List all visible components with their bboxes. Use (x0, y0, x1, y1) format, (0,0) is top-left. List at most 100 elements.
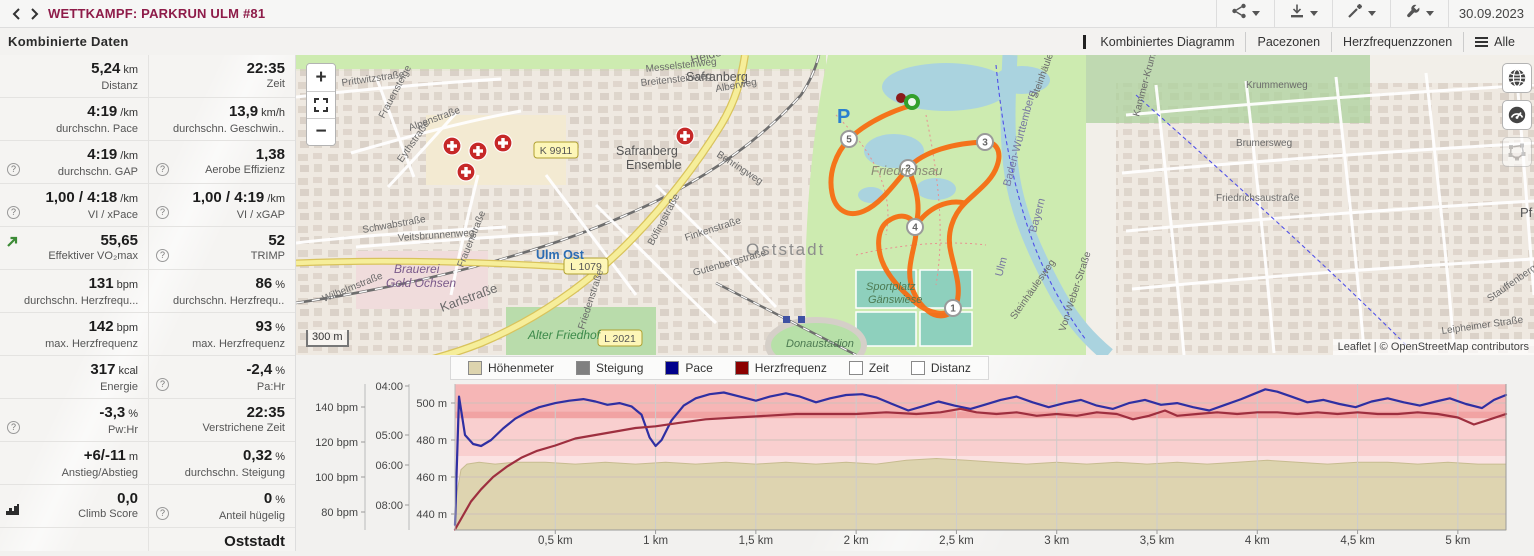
legend-label: Steigung (596, 361, 644, 375)
tools-button[interactable] (1331, 0, 1390, 27)
svg-text:1: 1 (950, 304, 956, 315)
tab-label: Kombiniertes Diagramm (1100, 34, 1235, 49)
speed-overlay-button[interactable] (1502, 100, 1532, 130)
tab-alle[interactable]: Alle (1463, 31, 1526, 52)
legend-item-höhenmeter[interactable]: Höhenmeter (457, 361, 565, 375)
svg-text:5: 5 (846, 135, 852, 146)
chevron-down-icon (1367, 11, 1376, 16)
legend-item-pace[interactable]: Pace (654, 361, 723, 375)
km-marker-1[interactable]: 1 (944, 299, 962, 317)
tab-pacezonen[interactable]: Pacezonen (1245, 31, 1331, 52)
help-icon[interactable] (156, 249, 169, 262)
legend-label: Herzfrequenz (754, 361, 827, 375)
download-icon (1289, 3, 1305, 24)
help-icon[interactable] (7, 421, 20, 434)
help-icon[interactable] (7, 163, 20, 176)
svg-text:L 2021: L 2021 (604, 333, 636, 345)
stats-sidebar: 5,24 km Distanz 22:35 Zeit 4:19/km durchschn. … (0, 55, 296, 551)
legend-item-steigung[interactable]: Steigung (565, 361, 654, 375)
series-herzfrequenz (453, 407, 1508, 531)
stat-label: durchschn. GAP (57, 166, 138, 178)
km-marker-3[interactable]: 3 (976, 133, 994, 151)
stat-vi-xgap: 1,00 / 4:19/km VI / xGAP (148, 184, 295, 227)
settings-button[interactable] (1389, 0, 1448, 27)
legend-item-distanz[interactable]: Distanz (900, 361, 982, 375)
map-scale: 300 m (306, 330, 349, 347)
legend-label: Distanz (930, 361, 971, 375)
distance-tick-label: 4,5 km (1340, 535, 1375, 547)
prev-activity-button[interactable] (8, 5, 24, 23)
globe-button[interactable] (1502, 63, 1532, 93)
route-km-markers: 1 2 3 4 5 (840, 130, 994, 317)
district-label: Oststadt (746, 240, 825, 259)
stat-value: 0,0 (117, 490, 138, 507)
stat-label: Anteil hügelig (218, 510, 285, 522)
toolbar: 30.09.2023 (1215, 0, 1534, 27)
hr-zone-band (455, 418, 1506, 456)
combined-chart: 140 bpm 120 bpm 100 bpm 80 bpm 04:00 05:00 06:… (315, 381, 1508, 547)
help-icon[interactable] (156, 163, 169, 176)
series-pace (453, 388, 1508, 527)
legend-item-herzfrequenz[interactable]: Herzfrequenz (724, 361, 838, 375)
fullscreen-button[interactable] (307, 91, 335, 118)
zoom-in-button[interactable]: + (307, 64, 335, 91)
stat-label: Pw:Hr (108, 424, 138, 436)
sub-bar: Kombinierte Daten Kombiniertes Diagramm P… (0, 28, 1534, 55)
stat-label: Aerobe Effizienz (205, 164, 285, 176)
svg-text:Donaustadion: Donaustadion (786, 338, 854, 350)
polygon-icon (1508, 143, 1526, 161)
help-icon[interactable] (156, 378, 169, 391)
stat-label: Zeit (266, 78, 285, 90)
stat-durchschn-steigung: 0,32% durchschn. Steigung (148, 442, 295, 485)
share-button[interactable] (1215, 0, 1274, 27)
stat-label: Anstieg/Abstieg (61, 467, 138, 479)
stat-value: 52 (268, 232, 285, 249)
fullscreen-icon (314, 98, 328, 112)
tab-herzfrequenzzonen[interactable]: Herzfrequenzzonen (1331, 31, 1463, 52)
help-icon[interactable] (156, 206, 169, 219)
map-canvas: 1 2 3 4 5 K 9911 L 1079 L 2021 Oststadt Ulm … (296, 55, 1534, 355)
chart-legend-row: Höhenmeter Steigung Pace Herzfrequenz Zeit Di… (450, 355, 1534, 381)
map-attribution[interactable]: Leaflet | © OpenStreetMap contributors (1332, 339, 1534, 355)
svg-text:K 9911: K 9911 (540, 145, 573, 157)
legend-swatch (576, 361, 591, 375)
zoom-out-button[interactable]: − (307, 118, 335, 145)
route-map[interactable]: 1 2 3 4 5 K 9911 L 1079 L 2021 Oststadt Ulm … (296, 55, 1534, 355)
finish-marker[interactable] (896, 93, 906, 103)
edit-route-button[interactable] (1502, 137, 1532, 167)
hr-zone-band (455, 411, 1506, 419)
distance-tick-label: 1,5 km (739, 535, 774, 547)
stat-durchschn-herzfrequ-: 86% durchschn. Herzfrequ... (148, 270, 295, 313)
stat-effektiver-vo-max: 55,65 Effektiver VO₂max (0, 227, 148, 270)
svg-text:3: 3 (982, 138, 988, 149)
map-urban-east (1116, 83, 1534, 355)
start-marker[interactable] (904, 94, 920, 110)
elevation-area (454, 457, 1507, 531)
stat-value: 1,38 (255, 146, 285, 163)
tab-kombiniertes-diagramm[interactable]: Kombiniertes Diagramm (1072, 32, 1245, 52)
km-marker-4[interactable]: 4 (906, 218, 924, 236)
stat-label: max. Herzfrequenz (45, 338, 138, 350)
stat-value: 13,9 km/h (228, 103, 285, 120)
hr-zone-band (455, 384, 1506, 412)
map-streets (296, 68, 1534, 355)
svg-text:Safranberg: Safranberg (686, 70, 748, 84)
stat-label: durchschn. Steigung (184, 467, 285, 479)
help-icon[interactable] (7, 206, 20, 219)
map-green-ridge (296, 55, 826, 71)
km-marker-5[interactable]: 5 (840, 130, 858, 148)
heart-rate-tick-label: 100 bpm (315, 472, 358, 484)
stat-durchschn-gap: 4:19/km durchschn. GAP (0, 141, 148, 184)
km-marker-2[interactable]: 2 (899, 159, 917, 177)
pace-tick-label: 04:00 (375, 381, 403, 393)
export-button[interactable] (1273, 0, 1332, 27)
legend-item-zeit[interactable]: Zeit (838, 361, 900, 375)
next-activity-button[interactable] (26, 5, 42, 23)
view-tabs: Kombiniertes Diagramm Pacezonen Herzfreque… (1072, 31, 1534, 52)
elevation-tick-label: 440 m (416, 509, 447, 521)
stat-value: 0% (263, 490, 285, 507)
help-icon[interactable] (156, 507, 169, 520)
street-label: Brumersweg (1236, 138, 1292, 149)
pace-tick-label: 05:00 (375, 430, 403, 442)
